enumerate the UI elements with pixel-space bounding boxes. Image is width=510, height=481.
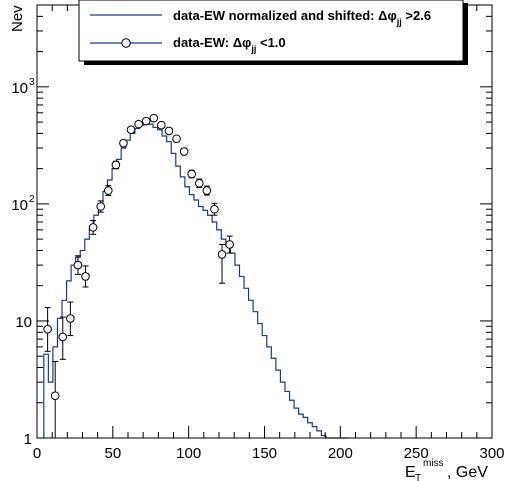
legend-entry-histogram: data-EW normalized and shifted: Δφjj >2.… <box>90 8 431 27</box>
x-tick-label: 250 <box>404 445 429 462</box>
data-point <box>194 178 204 189</box>
y-tick-label: 1 <box>24 431 32 448</box>
data-point-marker <box>172 134 181 144</box>
data-point-marker <box>50 391 60 400</box>
legend-box <box>78 0 464 62</box>
data-point <box>50 361 60 439</box>
x-tick-label: 200 <box>328 445 353 462</box>
y-tick-label-exponent: 2 <box>29 194 35 205</box>
data-point <box>88 220 98 235</box>
legend-marker-circle <box>121 38 131 48</box>
legend-label-histogram-tail: >2.6 <box>402 8 431 23</box>
x-axis-label-main: E <box>405 464 416 481</box>
marker-layer <box>43 113 234 439</box>
y-axis-label: Nev <box>9 5 26 32</box>
data-point-marker <box>96 202 105 211</box>
legend-label-markers-tail: <1.0 <box>256 35 285 50</box>
x-tick-label: 300 <box>479 445 504 462</box>
data-point <box>217 243 227 284</box>
x-tick-label: 50 <box>104 445 121 462</box>
data-point <box>81 265 90 288</box>
legend-label-markers: data-EW: Δφ <box>173 35 251 50</box>
data-point <box>164 126 174 136</box>
data-point-marker <box>66 314 75 323</box>
data-point-marker <box>73 260 83 270</box>
legend-label-markers-sub: jj <box>250 44 256 54</box>
data-point <box>126 125 136 135</box>
data-point <box>134 119 143 129</box>
data-point <box>187 169 196 179</box>
y-tick-label: 10 <box>11 80 28 97</box>
legend-label-histogram: data-EW normalized and shifted: Δφ <box>173 8 397 23</box>
data-point-marker <box>187 169 196 179</box>
x-axis-label-subscript: T <box>415 473 421 481</box>
data-point-marker <box>157 120 166 130</box>
data-point-marker <box>217 250 227 259</box>
data-point <box>119 138 128 148</box>
data-point <box>141 116 151 126</box>
x-tick-label: 100 <box>176 445 201 462</box>
data-point <box>43 307 52 352</box>
data-point-marker <box>88 223 98 232</box>
data-point-marker <box>141 116 151 126</box>
data-point-marker <box>202 186 212 195</box>
data-point-marker <box>81 272 90 281</box>
data-point-marker <box>119 138 128 148</box>
data-point-marker <box>43 324 52 334</box>
data-point-marker <box>225 240 234 249</box>
data-point <box>103 185 113 196</box>
data-point-marker <box>210 204 219 214</box>
y-tick-label-exponent: 3 <box>29 77 35 88</box>
data-point <box>111 160 121 170</box>
data-point-marker <box>111 160 121 170</box>
data-point <box>149 113 159 123</box>
data-point-marker <box>194 178 204 188</box>
legend-entry-markers: data-EW: Δφjj <1.0 <box>90 35 286 54</box>
data-point-marker <box>58 332 68 342</box>
data-point <box>225 235 234 254</box>
y-tick-label: 10 <box>15 314 32 331</box>
x-axis-label-unit: , GeV <box>447 464 488 481</box>
svg-text:data-EW normalized and shifted: data-EW normalized and shifted: Δφjj >2.… <box>173 8 431 27</box>
y-tick-label: 10 <box>11 197 28 214</box>
data-point <box>157 120 166 130</box>
x-axis-label-superscript: miss <box>423 458 444 469</box>
data-point-marker <box>179 147 189 156</box>
data-point <box>179 147 189 156</box>
svg-text:data-EW: Δφjj <1.0: data-EW: Δφjj <1.0 <box>173 35 286 54</box>
data-point <box>96 200 105 213</box>
data-point <box>172 134 181 144</box>
legend-label-histogram-sub: jj <box>396 17 402 27</box>
legend: data-EW normalized and shifted: Δφjj >2.… <box>78 0 468 65</box>
data-point <box>210 202 219 216</box>
data-point <box>73 255 83 275</box>
x-axis-label: E T miss , GeV <box>405 458 488 481</box>
data-point <box>58 316 68 360</box>
data-point-marker <box>126 125 136 135</box>
data-point-marker <box>164 126 174 136</box>
x-tick-label: 0 <box>33 445 41 462</box>
data-point <box>66 301 75 337</box>
data-point-marker <box>149 113 159 123</box>
x-tick-label: 150 <box>252 445 277 462</box>
data-point <box>202 185 212 196</box>
data-point-marker <box>103 186 113 195</box>
data-point-marker <box>134 119 143 129</box>
